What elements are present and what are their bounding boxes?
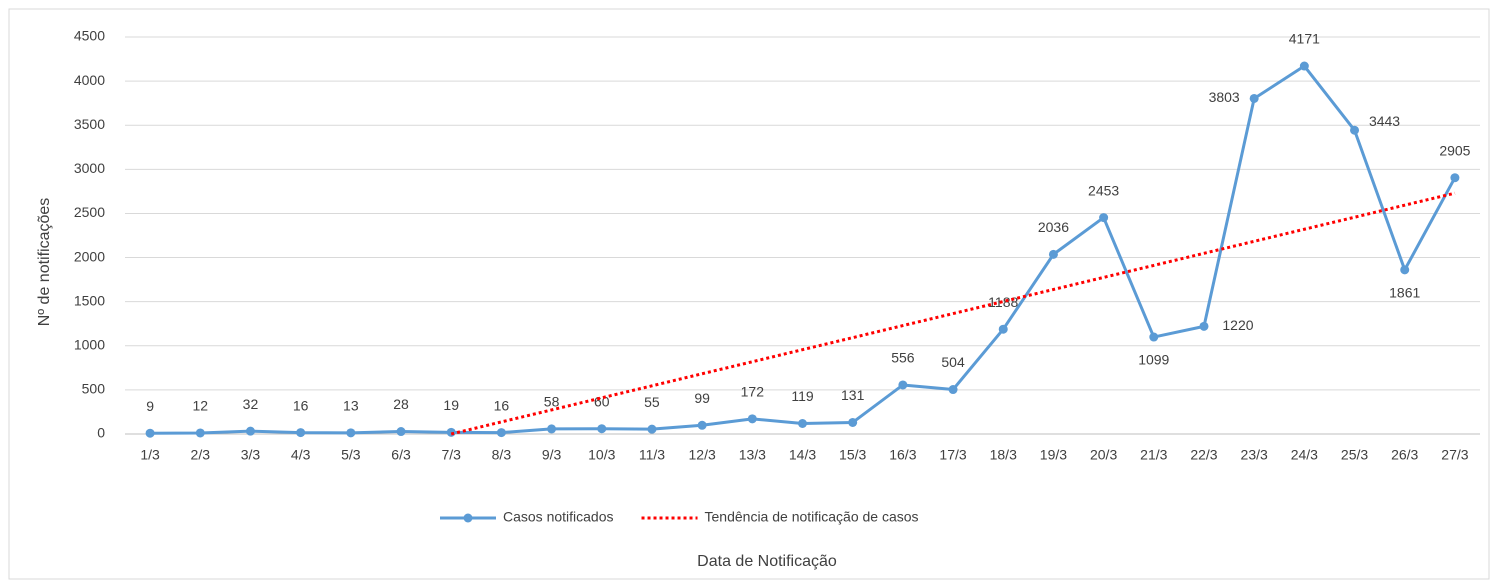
y-tick-label: 2500 [74, 204, 105, 220]
point [898, 380, 908, 390]
data-label: 58 [544, 394, 560, 410]
data-label: 1220 [1222, 317, 1253, 333]
data-label: 13 [343, 398, 359, 414]
chart-border [8, 8, 1490, 580]
data-label: 3803 [1209, 89, 1240, 105]
x-tick-label: 22/3 [1190, 447, 1217, 463]
x-tick-label: 17/3 [939, 447, 966, 463]
x-tick-label: 13/3 [739, 447, 766, 463]
data-label: 2453 [1088, 182, 1119, 198]
point [798, 419, 807, 429]
point [1199, 321, 1209, 331]
data-label: 19 [443, 397, 459, 413]
point [747, 414, 757, 424]
data-label: 1099 [1138, 352, 1169, 368]
point [948, 385, 958, 395]
y-tick-label: 3000 [74, 160, 105, 176]
x-tick-label: 1/3 [140, 447, 160, 463]
point [396, 427, 406, 437]
x-tick-label: 16/3 [889, 447, 916, 463]
data-label: 2036 [1038, 219, 1069, 235]
legend-marker [463, 513, 473, 523]
x-tick-label: 15/3 [839, 447, 866, 463]
x-tick-label: 21/3 [1140, 447, 1167, 463]
data-label: 9 [146, 398, 154, 414]
point [1400, 265, 1410, 275]
point [446, 427, 456, 437]
point [998, 324, 1008, 334]
x-tick-label: 6/3 [391, 447, 411, 463]
point [195, 428, 205, 438]
data-label: 4171 [1289, 31, 1320, 47]
y-tick-label: 3500 [74, 116, 105, 132]
point [1350, 125, 1360, 135]
y-tick-label: 0 [97, 425, 105, 441]
y-tick-label: 1000 [74, 336, 105, 352]
data-label: 28 [393, 396, 409, 412]
x-tick-label: 23/3 [1241, 447, 1268, 463]
data-label: 32 [243, 396, 259, 412]
x-tick-label: 26/3 [1391, 447, 1418, 463]
legend-label: Casos notificados [503, 509, 614, 525]
point [1450, 173, 1460, 183]
data-label: 1861 [1389, 285, 1420, 301]
x-tick-label: 11/3 [639, 447, 665, 463]
data-label: 99 [694, 390, 710, 406]
data-label: 172 [741, 384, 765, 400]
data-label: 16 [293, 397, 309, 413]
x-tick-label: 2/3 [191, 447, 211, 463]
point [346, 428, 356, 438]
y-tick-label: 1500 [74, 292, 105, 308]
x-tick-label: 8/3 [492, 447, 512, 463]
x-tick-label: 4/3 [291, 447, 311, 463]
x-tick-label: 19/3 [1040, 447, 1067, 463]
data-label: 12 [192, 398, 208, 414]
point [496, 428, 506, 438]
data-label: 16 [494, 397, 510, 413]
x-tick-label: 18/3 [990, 447, 1017, 463]
x-tick-label: 24/3 [1291, 447, 1318, 463]
data-label: 504 [941, 354, 965, 370]
x-tick-label: 10/3 [588, 447, 615, 463]
x-tick-label: 25/3 [1341, 447, 1368, 463]
x-tick-label: 7/3 [441, 447, 461, 463]
point [597, 424, 607, 434]
x-axis-label: Data de Notificação [697, 553, 837, 570]
point [1048, 249, 1058, 259]
point [1099, 213, 1109, 223]
point [1249, 93, 1259, 103]
trend-line [450, 191, 1456, 436]
x-tick-label: 27/3 [1441, 447, 1468, 463]
point [245, 426, 255, 436]
data-label: 1188 [988, 294, 1018, 310]
data-label: 3443 [1369, 113, 1400, 129]
point [296, 428, 306, 438]
x-tick-label: 14/3 [789, 447, 816, 463]
data-label: 119 [791, 388, 814, 404]
point [145, 428, 155, 438]
x-tick-label: 12/3 [689, 447, 716, 463]
legend-label: Tendência de notificação de casos [705, 509, 919, 525]
x-tick-label: 20/3 [1090, 447, 1117, 463]
data-label: 55 [644, 394, 660, 410]
point [1149, 332, 1159, 342]
data-label: 556 [891, 350, 915, 366]
y-axis-label: Nº de notificações [36, 198, 53, 327]
data-label: 2905 [1439, 142, 1470, 158]
data-label: 60 [594, 393, 610, 409]
y-tick-label: 2000 [74, 248, 105, 264]
y-tick-label: 500 [82, 381, 106, 397]
point [547, 424, 557, 434]
point [1299, 61, 1309, 71]
x-tick-label: 5/3 [341, 447, 361, 463]
point [697, 420, 707, 430]
point [647, 424, 657, 434]
data-label: 131 [841, 387, 865, 403]
x-tick-label: 9/3 [542, 447, 562, 463]
y-tick-label: 4500 [74, 28, 105, 44]
x-tick-label: 3/3 [241, 447, 261, 463]
point [848, 417, 858, 427]
y-tick-label: 4000 [74, 72, 105, 88]
